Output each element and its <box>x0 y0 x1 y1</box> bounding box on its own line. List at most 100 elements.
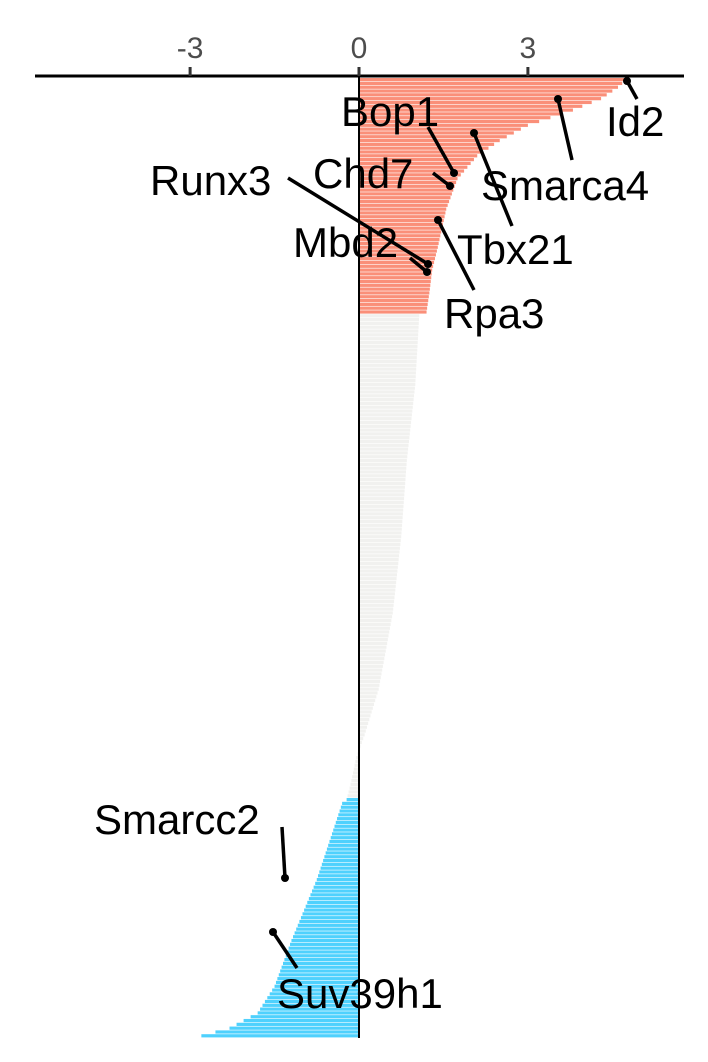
bar <box>284 958 359 962</box>
bar <box>359 211 446 215</box>
bar <box>359 725 367 729</box>
bar <box>359 119 540 124</box>
bar <box>359 718 370 722</box>
bar <box>359 207 447 211</box>
gene-label-rpa3: Rpa3 <box>444 290 544 337</box>
label-leader-line <box>426 126 456 174</box>
bar <box>359 641 388 646</box>
bar <box>229 1026 359 1030</box>
bar <box>359 577 397 581</box>
bar <box>287 950 359 954</box>
bar <box>359 398 414 402</box>
bar <box>275 980 359 985</box>
bar <box>307 900 359 905</box>
gene-point <box>470 129 478 137</box>
bar <box>359 630 390 634</box>
bar <box>359 283 431 287</box>
bar <box>359 618 392 623</box>
bar <box>359 569 398 573</box>
bar <box>262 1003 359 1007</box>
bar <box>359 466 407 470</box>
bar <box>359 516 403 520</box>
bar <box>359 535 402 539</box>
bar <box>359 367 417 371</box>
bar <box>359 131 514 135</box>
bar <box>319 870 359 874</box>
bar <box>359 291 430 295</box>
bar <box>281 965 359 969</box>
bar <box>333 828 359 832</box>
bar <box>359 664 383 668</box>
bar <box>359 116 551 120</box>
bar <box>359 238 440 242</box>
bar <box>359 302 428 306</box>
bar <box>359 100 592 105</box>
bar <box>359 698 376 703</box>
bar <box>359 413 412 417</box>
bar <box>359 622 391 626</box>
gene-point <box>446 182 454 190</box>
label-leader-line <box>472 132 514 227</box>
bar <box>280 969 359 973</box>
bar <box>359 348 418 352</box>
bar <box>359 649 386 653</box>
bar <box>359 218 444 223</box>
bar <box>297 923 359 927</box>
bar <box>359 558 399 562</box>
gene-label-mbd2: Mbd2 <box>293 219 398 266</box>
bar <box>328 843 359 847</box>
gene-point <box>434 216 442 224</box>
bar <box>359 363 417 367</box>
gene-label-smarcc2: Smarcc2 <box>94 796 260 843</box>
bar <box>326 847 359 851</box>
bar <box>359 268 433 272</box>
bar <box>359 340 418 345</box>
bar <box>359 146 489 150</box>
bar <box>359 93 607 97</box>
bar <box>264 999 359 1004</box>
gene-label-chd7: Chd7 <box>313 150 413 197</box>
bar <box>359 165 468 169</box>
bar <box>359 81 623 86</box>
bar <box>347 794 359 798</box>
bar <box>315 881 359 886</box>
bar <box>359 310 427 314</box>
bar <box>312 889 359 893</box>
bar <box>359 97 602 101</box>
bar <box>302 912 359 916</box>
bar <box>359 565 398 569</box>
bar <box>359 657 385 661</box>
bar <box>359 150 483 154</box>
x-tick-label: -3 <box>177 32 204 65</box>
bar <box>359 173 461 177</box>
bar <box>359 382 416 386</box>
bar <box>359 504 404 508</box>
bar <box>359 497 405 501</box>
bar <box>359 405 413 409</box>
bar <box>359 542 401 546</box>
bar <box>359 519 403 524</box>
x-tick-label: 3 <box>520 32 537 65</box>
bar <box>257 1011 359 1015</box>
bar <box>359 721 369 726</box>
bar <box>359 554 400 558</box>
bar <box>359 493 405 497</box>
x-ticks: -3 0 3 <box>177 32 536 76</box>
bar <box>359 584 396 588</box>
bar <box>359 668 383 672</box>
bar <box>359 295 429 299</box>
bar <box>359 142 495 146</box>
bar <box>359 573 397 577</box>
gene-label-tbx21: Tbx21 <box>457 226 574 273</box>
bar <box>359 523 403 527</box>
bar <box>359 241 439 246</box>
bar <box>215 1030 359 1034</box>
gene-labels-layer: Id2 Smarca4 Bop1 Tbx21 Chd7 Runx3 Mbd2 Rpa3 Smar… <box>94 77 664 1017</box>
bar <box>359 702 375 706</box>
bar <box>359 199 450 204</box>
bar <box>359 710 372 714</box>
bar <box>359 85 618 89</box>
bar <box>352 775 359 779</box>
